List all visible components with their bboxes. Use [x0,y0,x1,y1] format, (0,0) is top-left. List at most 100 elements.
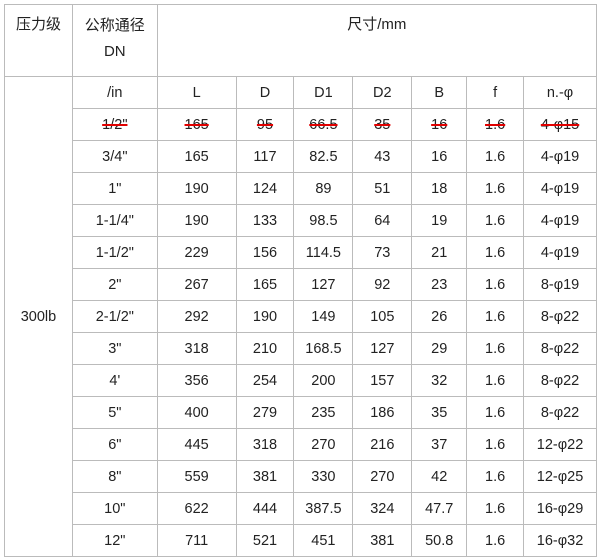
column-header: /in [71,76,158,109]
table-cell: 95 [235,108,295,141]
cell-value: 37 [431,436,448,453]
cell-value: 381 [370,532,395,549]
table-cell: 1.6 [466,268,525,301]
cell-value: 1.6 [485,532,506,549]
cell-value: 356 [184,372,209,389]
cell-value: 29 [431,340,448,357]
table-cell: 35 [411,396,468,429]
table-cell: 114.5 [293,236,354,269]
nominal-diameter-header: 公称通径 DN [71,4,158,77]
cell-value: 165 [184,116,209,133]
table-cell: 1-1/4" [71,204,158,237]
table-cell: 16-φ32 [523,524,597,557]
table-cell: 1.6 [466,204,525,237]
cell-value: 117 [253,148,277,165]
cell-value: 42 [431,468,448,485]
table-row: 2-1/2" 292 190 149 105 26 1.6 8-φ22 [5,300,597,333]
cell-value: 1.6 [485,244,506,261]
table-cell: 92 [352,268,413,301]
cell-value: 35 [374,116,391,133]
table-cell: 521 [235,524,295,557]
cell-value: 168.5 [305,340,342,357]
table-cell: 51 [352,172,413,205]
cell-value: 66.5 [309,116,338,133]
column-header: L [156,76,237,109]
cell-value: 8" [108,468,122,485]
cell-value: 254 [252,372,278,389]
cell-value: 1.6 [485,276,506,293]
table-cell: 26 [411,300,468,333]
table-cell: 400 [156,396,237,429]
table-cell: 16 [411,108,468,141]
table-cell: 330 [293,460,354,493]
cell-value: 4-φ19 [540,244,580,261]
table-cell: 117 [235,140,295,173]
cell-value: 51 [374,180,391,197]
cell-value: 190 [184,212,209,229]
table-cell: 89 [293,172,354,205]
cell-value: 95 [256,116,274,133]
table-cell: 229 [156,236,237,269]
cell-value: 21 [431,244,448,261]
cell-value: 324 [370,500,395,517]
table-cell: 270 [293,428,354,461]
cell-value: 124 [252,180,278,197]
cell-value: 47.7 [425,500,454,517]
table-row: 10" 622 444 387.5 324 47.7 1.6 16-φ29 [5,492,597,525]
table-cell: 149 [293,300,354,333]
table-cell: 4-φ19 [523,236,597,269]
pressure-class-header: 压力级 [4,4,73,77]
table-row: 12" 711 521 451 381 50.8 1.6 16-φ32 [5,524,597,557]
cell-value: 559 [184,468,209,485]
cell-value: 216 [370,436,395,453]
table-cell: 1.6 [466,364,525,397]
table-cell: 1.6 [466,460,525,493]
table-cell: 165 [156,140,237,173]
table-cell: 190 [156,204,237,237]
table-cell: 12-φ25 [523,460,597,493]
table-cell: 1.6 [466,332,525,365]
table-cell: 1.6 [466,396,525,429]
table-cell: 4-φ19 [523,172,597,205]
cell-value: 16-φ29 [536,500,584,517]
cell-value: 4-φ19 [540,180,580,197]
table-cell: 16-φ29 [523,492,597,525]
table-cell: 47.7 [411,492,468,525]
cell-value: 1.6 [485,180,506,197]
cell-value: 267 [184,276,209,293]
table-cell: 43 [352,140,413,173]
table-cell: 1.6 [466,428,525,461]
table-cell: 318 [156,332,237,365]
table-cell: 10" [71,492,158,525]
table-cell: 387.5 [293,492,354,525]
table-cell: 451 [293,524,354,557]
table-cell: 3" [71,332,158,365]
pressure-value-cell: 300lb [4,76,73,557]
cell-value: 89 [315,180,332,197]
table-cell: 127 [293,268,354,301]
cell-value: 1.6 [485,500,506,517]
table-cell: 267 [156,268,237,301]
cell-value: 32 [431,372,448,389]
cell-value: 2-1/2" [95,308,134,325]
table-cell: 64 [352,204,413,237]
cell-value: 270 [311,436,336,453]
cell-value: 229 [184,244,209,261]
cell-value: 8-φ22 [540,404,580,421]
table-cell: 165 [235,268,295,301]
table-cell: 200 [293,364,354,397]
table-cell: 4' [71,364,158,397]
table-cell: 124 [235,172,295,205]
table-row: 1" 190 124 89 51 18 1.6 4-φ19 [5,172,597,205]
cell-value: 270 [370,468,395,485]
table-cell: 19 [411,204,468,237]
cell-value: 157 [370,372,395,389]
cell-value: 4' [109,372,121,389]
column-header: f [466,76,525,109]
cell-value: 451 [311,532,336,549]
table-cell: 216 [352,428,413,461]
table-cell: 6" [71,428,158,461]
cell-value: 292 [184,308,209,325]
table-cell: 1.6 [466,140,525,173]
table-cell: 23 [411,268,468,301]
